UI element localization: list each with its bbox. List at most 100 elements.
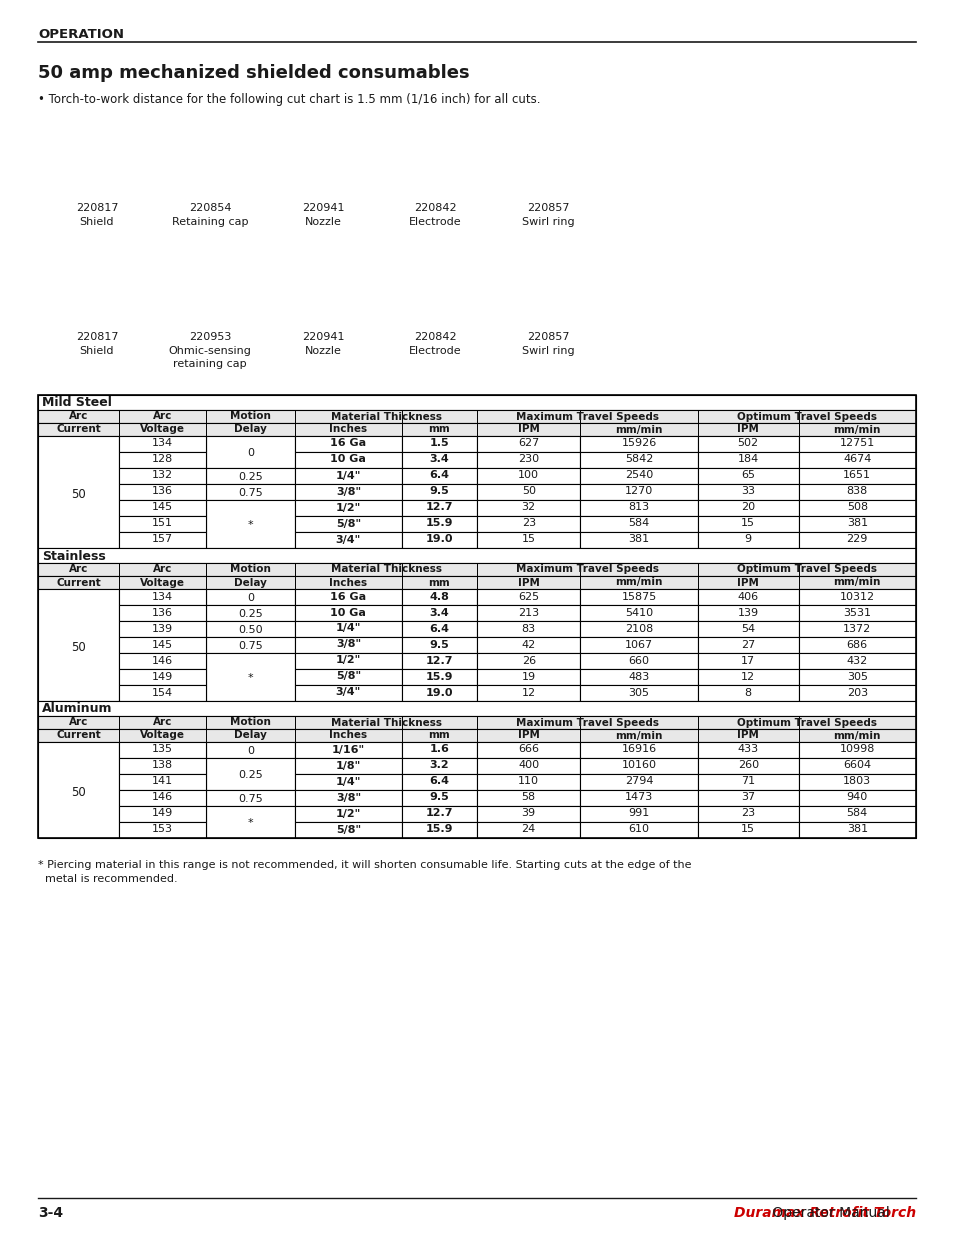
Bar [579,774,698,790]
Bar [294,669,401,685]
Bar [798,637,915,653]
Text: Swirl ring: Swirl ring [521,217,574,227]
Text: 1/4": 1/4" [335,624,360,634]
Bar [294,823,401,839]
Text: 1067: 1067 [624,640,653,650]
Text: 16 Ga: 16 Ga [330,438,366,448]
Text: 153: 153 [152,825,172,835]
Bar [798,758,915,774]
Bar [798,468,915,484]
Bar [476,742,579,758]
Bar [38,548,915,563]
Text: 3531: 3531 [842,608,870,618]
Text: 1.5: 1.5 [429,438,449,448]
Text: 6604: 6604 [842,761,870,771]
Bar [206,790,294,806]
Bar [798,774,915,790]
Text: 37: 37 [740,793,755,803]
Text: 100: 100 [517,471,538,480]
Text: mm: mm [428,425,450,435]
Bar [294,774,401,790]
Text: 220817: 220817 [75,332,118,342]
Bar [401,500,476,516]
Text: Retaining cap: Retaining cap [172,217,248,227]
Bar [119,452,206,468]
Bar [119,484,206,500]
Text: 50: 50 [71,641,86,655]
Text: 3/8": 3/8" [335,793,360,803]
Text: 5/8": 5/8" [335,672,360,682]
Bar [401,452,476,468]
Text: 16 Ga: 16 Ga [330,592,366,601]
Bar [798,484,915,500]
Text: 1/8": 1/8" [335,761,360,771]
Bar [294,484,401,500]
Text: IPM: IPM [737,425,759,435]
Text: mm/min: mm/min [615,425,662,435]
Bar [401,589,476,605]
Text: 3.2: 3.2 [429,761,449,771]
Text: 220941: 220941 [301,203,344,212]
Text: 1.6: 1.6 [429,745,449,755]
Text: 1270: 1270 [624,487,653,496]
Text: mm/min: mm/min [833,730,880,741]
Text: 5842: 5842 [624,454,653,464]
Bar [294,516,401,532]
Text: Arc: Arc [69,718,88,727]
Text: 23: 23 [521,519,536,529]
Bar [119,758,206,774]
Bar [294,742,401,758]
Text: 12.7: 12.7 [425,656,453,666]
Text: 58: 58 [521,793,536,803]
Text: Nozzle: Nozzle [304,346,341,356]
Text: Current: Current [56,578,101,588]
Text: 1/16": 1/16" [332,745,365,755]
Text: 65: 65 [740,471,755,480]
Bar [119,669,206,685]
Text: 3-4: 3-4 [38,1207,63,1220]
Text: 0: 0 [247,448,253,458]
Text: 10998: 10998 [839,745,874,755]
Text: 12751: 12751 [839,438,874,448]
Text: OPERATION: OPERATION [38,28,124,41]
Bar [401,823,476,839]
Bar [476,758,579,774]
Text: Shield: Shield [80,346,114,356]
Text: 406: 406 [737,592,758,601]
Bar [798,500,915,516]
Bar [798,742,915,758]
Bar [476,621,579,637]
Bar [579,621,698,637]
Text: mm: mm [428,730,450,741]
Text: Stainless: Stainless [42,550,106,562]
Bar [119,823,206,839]
Text: mm/min: mm/min [833,425,880,435]
Bar [119,653,206,669]
Text: 9.5: 9.5 [429,640,449,650]
Bar [206,653,294,701]
Text: 9: 9 [744,535,751,545]
Text: 8: 8 [744,688,751,698]
Text: 26: 26 [521,656,536,666]
Text: 9.5: 9.5 [429,793,449,803]
Text: retaining cap: retaining cap [173,359,247,369]
Text: 666: 666 [517,745,538,755]
Text: 381: 381 [846,825,867,835]
Bar [206,742,294,758]
Bar [476,823,579,839]
Bar [401,436,476,452]
Bar [294,790,401,806]
Text: 220842: 220842 [414,332,456,342]
Bar [798,516,915,532]
Text: 132: 132 [152,471,172,480]
Text: IPM: IPM [737,578,759,588]
Bar [798,589,915,605]
Bar [476,532,579,548]
Bar [119,589,206,605]
Text: 50 amp mechanized shielded consumables: 50 amp mechanized shielded consumables [38,64,469,82]
Text: 17: 17 [740,656,755,666]
Bar [206,758,294,790]
Bar [38,742,119,839]
Text: 145: 145 [152,503,172,513]
Bar [798,806,915,823]
